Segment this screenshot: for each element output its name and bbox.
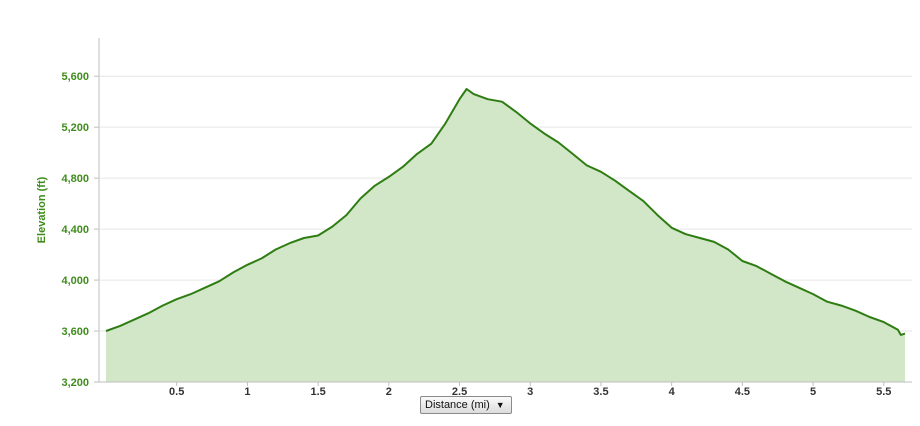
- x-tick-label: 5.5: [876, 386, 891, 398]
- x-tick-label: 0.5: [169, 386, 184, 398]
- x-tick-label: 2: [386, 386, 392, 398]
- y-axis-ticks: 3,200 3,600 4,000 4,400 4,800 5,200 5,600: [61, 71, 99, 389]
- elevation-area: [106, 89, 905, 382]
- x-tick-label: 1: [244, 386, 250, 398]
- y-tick-label: 4,000: [61, 275, 89, 287]
- area-layer: [105, 88, 906, 382]
- y-tick-label: 5,200: [61, 122, 89, 134]
- x-tick-label: 4: [669, 386, 676, 398]
- y-tick-label: 5,600: [61, 71, 89, 83]
- x-axis-unit-label: Distance (mi): [425, 399, 490, 411]
- x-axis-unit-dropdown[interactable]: Distance (mi) ▼: [420, 396, 512, 414]
- x-tick-label: 2.5: [452, 386, 467, 398]
- x-tick-label: 1.5: [310, 386, 325, 398]
- triangle-down-icon: ▼: [495, 400, 505, 410]
- y-tick-label: 4,400: [61, 224, 89, 236]
- x-tick-label: 4.5: [735, 386, 750, 398]
- y-axis-label: Elevation (ft): [36, 176, 48, 243]
- y-tick-label: 3,200: [61, 377, 89, 389]
- x-tick-label: 3.5: [593, 386, 608, 398]
- y-tick-label: 4,800: [61, 173, 89, 185]
- y-tick-label: 3,600: [61, 326, 89, 338]
- axis-layer: [98, 38, 912, 383]
- x-tick-label: 5: [810, 386, 816, 398]
- x-axis-ticks: 0.5 1 1.5 2 2.5 3 3.5 4 4.5 5 5.5: [169, 382, 891, 398]
- x-tick-label: 3: [527, 386, 533, 398]
- elevation-line: [105, 88, 906, 336]
